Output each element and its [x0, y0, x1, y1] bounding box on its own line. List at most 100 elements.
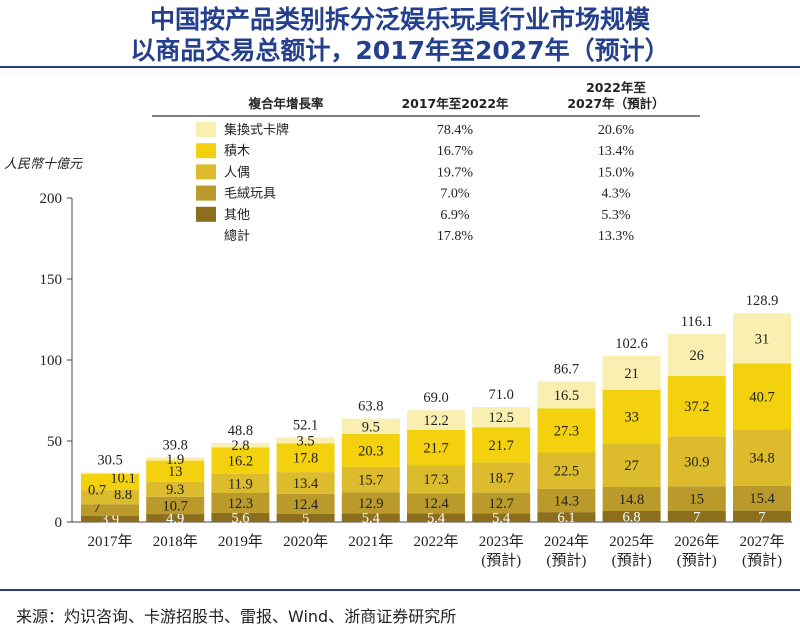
- x-tick-label: 2017年: [87, 533, 132, 550]
- bar-total-label: 102.6: [615, 336, 648, 352]
- x-tick-label: 2020年: [283, 533, 328, 550]
- chart-title-line1: 中国按产品类别拆分泛娱乐玩具行业市场规模: [149, 5, 650, 34]
- bar-segment-4: [602, 389, 661, 444]
- bar-value-label: 17.3: [423, 472, 448, 488]
- bar-value-label: 5.6: [231, 510, 249, 526]
- bar-segment-4: [472, 427, 531, 463]
- bar-value-label: 0.7: [88, 483, 106, 499]
- bar-value-label: 15: [690, 492, 705, 508]
- legend-swatch: [196, 164, 216, 180]
- bar-segment-1: [602, 510, 661, 522]
- legend-label: 集換式卡牌: [224, 122, 289, 138]
- bar-value-label: 20.3: [358, 443, 383, 459]
- cagr-table-header: 複合年增長率: [247, 96, 324, 111]
- chart-title-line2: 以商品交易总额计，2017年至2027年（预计）: [130, 36, 670, 65]
- bar-value-label: 13.4: [293, 476, 319, 492]
- x-tick-label: 2022年: [413, 533, 458, 550]
- y-tick-label: 50: [47, 434, 62, 450]
- bar-segment-2: [667, 486, 726, 511]
- bar-segment-5: [276, 437, 335, 444]
- x-tick-label: 2025年 (預計): [609, 533, 654, 569]
- legend-swatch: [196, 122, 216, 137]
- bar-segment-5: [407, 410, 465, 430]
- x-tick-label-line: 2027年: [739, 533, 784, 550]
- legend-swatch: [196, 185, 216, 201]
- x-tick-label-line: (預計): [481, 552, 521, 569]
- bar-value-label: 33: [624, 410, 639, 426]
- bar-value-label: 11.9: [228, 476, 253, 492]
- bar-value-label: 7: [758, 509, 765, 525]
- bar-segment-2: [733, 485, 791, 511]
- bar-value-label: 13: [168, 464, 183, 480]
- bar-segment-5: [211, 442, 270, 448]
- cagr-value-2017-2022: 16.7%: [437, 144, 474, 159]
- bar-value-label: 31: [755, 331, 770, 347]
- bar-value-label: 14.3: [554, 494, 579, 510]
- bar-segment-1: [211, 512, 270, 522]
- bar-segment-1: [341, 513, 400, 522]
- bar-segment-4: [146, 460, 205, 482]
- x-tick-label-line: 2017年: [87, 533, 132, 550]
- bar-segment-5: [667, 333, 726, 377]
- cagr-value-2017-2022: 19.7%: [437, 165, 474, 180]
- bar-segment-4: [341, 434, 400, 467]
- x-tick-label-line: 2021年: [348, 533, 393, 550]
- x-tick-label: 2024年 (預計): [544, 533, 589, 569]
- bar-total-label: 116.1: [681, 314, 713, 330]
- bar-segment-5: [602, 355, 661, 390]
- bar-value-label: 9.3: [166, 482, 184, 498]
- x-tick-label-line: (預計): [677, 552, 717, 569]
- bar-segment-3: [211, 473, 270, 494]
- bar-value-label: 17.8: [293, 451, 318, 467]
- y-tick-label: 100: [40, 353, 63, 369]
- y-axis-unit-label: 人民幣十億元: [4, 157, 83, 172]
- bar-segment-3: [602, 443, 661, 488]
- bar-value-label: 14.8: [619, 492, 644, 508]
- bar-value-label: 9.5: [362, 419, 380, 435]
- bar-segment-1: [667, 510, 726, 522]
- bar-value-label: 12.7: [489, 496, 514, 512]
- legend-label: 積木: [224, 144, 250, 159]
- bar-value-label: 8.8: [114, 487, 132, 503]
- bar-segment-3: [341, 466, 400, 493]
- legend-swatch: [196, 143, 216, 159]
- bar-segment-5: [733, 313, 791, 364]
- bar-value-label: 21.7: [423, 441, 448, 457]
- source-note: 来源：灼识咨询、卡游招股书、雷报、Wind、浙商证券研究所: [16, 607, 457, 626]
- bar-value-label: 3.5: [297, 433, 315, 449]
- cagr-col2-header-line1: 2022年至: [586, 80, 646, 95]
- bar-total-label: 63.8: [358, 399, 383, 415]
- bar-segment-4: [276, 443, 335, 473]
- bar-segment-1: [276, 513, 335, 522]
- bar-value-label: 12.4: [423, 496, 449, 512]
- bar-value-label: 30.9: [684, 454, 709, 470]
- legend-label: 人偶: [224, 165, 250, 180]
- bar-total-label: 30.5: [97, 453, 122, 469]
- bar-segment-4: [667, 376, 726, 437]
- bar-segment-5: [472, 406, 531, 428]
- footer-rule: [0, 589, 800, 591]
- bar-segment-2: [211, 493, 270, 513]
- bar-segment-2: [472, 492, 531, 514]
- bar-segment-3: [146, 481, 205, 497]
- bar-value-label: 7: [693, 509, 700, 525]
- bar-value-label: 27.3: [554, 423, 579, 439]
- cagr-value-2022-2027: 4.3%: [601, 187, 631, 202]
- bar-segment-5: [537, 381, 596, 409]
- bar-segment-1: [407, 513, 465, 522]
- y-tick-label: 0: [55, 515, 63, 531]
- cagr-value-2017-2022: 7.0%: [440, 187, 470, 202]
- bar-segment-2: [276, 493, 335, 514]
- cagr-value-2017-2022: 78.4%: [437, 123, 474, 138]
- bar-segment-1: [733, 510, 791, 522]
- bar-value-label: 12.5: [489, 410, 514, 426]
- bar-segment-3: [537, 452, 596, 489]
- bar-segment-4: [211, 447, 270, 474]
- bar-segment-2: [81, 504, 139, 516]
- title-rule: [0, 66, 800, 68]
- x-tick-label-line: (預計): [612, 552, 652, 569]
- bar-segment-5: [146, 457, 205, 461]
- bar-segment-2: [146, 496, 205, 515]
- cagr-value-2022-2027: 13.3%: [598, 229, 635, 244]
